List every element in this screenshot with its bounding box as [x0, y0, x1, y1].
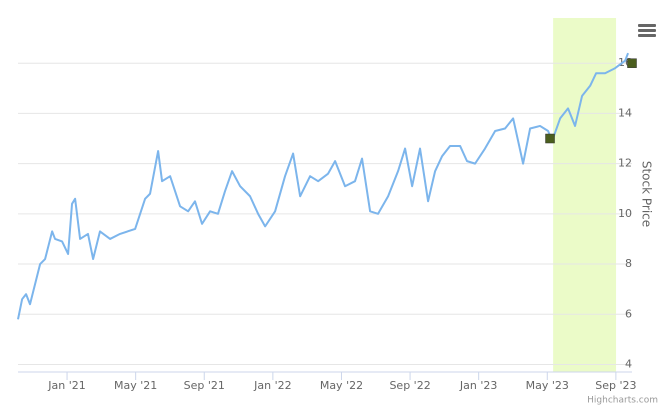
y-axis-title: Stock Price: [640, 161, 654, 227]
menu-button[interactable]: [638, 24, 656, 37]
y-tick-label: 14: [618, 106, 632, 119]
x-tick-label: Sep '22: [389, 379, 430, 392]
x-tick-label: Sep '21: [184, 379, 225, 392]
credits[interactable]: Highcharts.com: [587, 396, 658, 406]
menu-bar: [638, 34, 656, 37]
x-tick-label: Sep '23: [595, 379, 636, 392]
x-tick-label: Jan '21: [47, 379, 85, 392]
y-tick-label: 8: [625, 257, 632, 270]
y-tick-label: 10: [618, 207, 632, 220]
x-tick-label: May '22: [320, 379, 363, 392]
menu-bar: [638, 29, 656, 32]
x-tick-label: May '23: [526, 379, 569, 392]
x-tick-label: Jan '23: [459, 379, 497, 392]
y-tick-label: 12: [618, 157, 632, 170]
x-tick-label: Jan '22: [253, 379, 291, 392]
y-tick-label: 4: [625, 357, 632, 370]
marker: [627, 58, 637, 68]
menu-bar: [638, 24, 656, 27]
price-line: [17, 52, 629, 320]
marker: [545, 133, 555, 144]
x-tick-label: May '21: [114, 379, 157, 392]
y-tick-label: 6: [625, 307, 632, 320]
plot-band: [553, 18, 617, 372]
